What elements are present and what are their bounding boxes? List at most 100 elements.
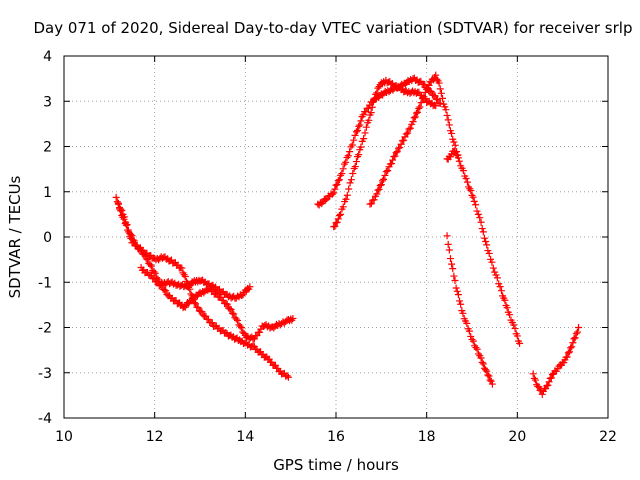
data-point-marker xyxy=(531,376,539,384)
data-point-marker xyxy=(443,111,451,119)
data-point-marker xyxy=(410,114,418,122)
data-point-marker xyxy=(373,190,381,198)
data-point-marker xyxy=(474,350,482,358)
data-point-marker xyxy=(474,210,482,218)
data-point-marker xyxy=(472,201,480,209)
y-tick-label: 3 xyxy=(43,94,52,110)
data-point-marker xyxy=(384,167,392,175)
data-point-marker xyxy=(483,367,491,375)
data-point-marker xyxy=(391,152,399,160)
data-point-marker xyxy=(331,222,339,230)
data-point-marker xyxy=(178,264,186,272)
data-point-marker xyxy=(339,165,347,173)
y-tick-label: 1 xyxy=(43,185,52,201)
data-point-marker xyxy=(191,300,199,308)
data-point-marker xyxy=(342,158,350,166)
data-point-marker xyxy=(463,319,471,327)
data-point-marker xyxy=(568,343,576,351)
data-point-marker xyxy=(389,156,397,164)
data-point-marker xyxy=(227,305,235,313)
data-point-marker xyxy=(142,255,150,263)
x-tick-label: 10 xyxy=(55,429,73,445)
data-point-marker xyxy=(396,144,404,152)
data-point-marker xyxy=(431,92,439,100)
data-point-marker xyxy=(331,185,339,193)
data-point-marker xyxy=(283,372,291,380)
data-point-marker xyxy=(352,158,360,166)
series-arc3 xyxy=(137,263,254,302)
data-point-marker xyxy=(453,287,461,295)
data-point-marker xyxy=(223,300,231,308)
data-point-marker xyxy=(356,121,364,129)
data-point-marker xyxy=(570,335,578,343)
y-tick-label: -1 xyxy=(38,275,52,291)
data-point-marker xyxy=(351,163,359,171)
y-tick-label: -2 xyxy=(38,321,52,337)
data-point-marker xyxy=(411,113,419,121)
data-point-marker xyxy=(467,332,475,340)
data-point-marker xyxy=(419,94,427,102)
data-point-marker xyxy=(446,255,454,263)
data-point-marker xyxy=(513,332,521,340)
axis-ticks xyxy=(63,55,609,419)
data-point-marker xyxy=(222,300,230,308)
data-point-marker xyxy=(121,219,129,227)
data-point-marker xyxy=(479,228,487,236)
data-point-marker xyxy=(256,328,264,336)
data-point-marker xyxy=(284,373,292,381)
data-point-marker xyxy=(151,269,159,277)
data-point-marker xyxy=(376,181,384,189)
data-point-marker xyxy=(378,177,386,185)
data-point-marker xyxy=(465,327,473,335)
data-point-marker xyxy=(347,143,355,151)
data-point-marker xyxy=(421,89,429,97)
data-points xyxy=(112,71,583,398)
x-tick-label: 12 xyxy=(146,429,164,445)
data-point-marker xyxy=(367,200,375,208)
x-tick-label: 20 xyxy=(508,429,526,445)
data-point-marker xyxy=(380,175,388,183)
data-point-marker xyxy=(480,234,488,242)
series-arc9 xyxy=(529,324,583,398)
data-point-marker xyxy=(463,178,471,186)
data-point-marker xyxy=(146,261,154,269)
data-point-marker xyxy=(249,342,257,350)
chart-title: Day 071 of 2020, Sidereal Day-to-day VTE… xyxy=(34,19,633,37)
data-point-marker xyxy=(484,371,492,379)
data-point-marker xyxy=(473,207,481,215)
data-point-marker xyxy=(360,135,368,143)
data-point-marker xyxy=(414,108,422,116)
data-point-marker xyxy=(362,123,370,131)
data-point-marker xyxy=(346,179,354,187)
data-point-marker xyxy=(415,104,423,112)
data-point-marker xyxy=(343,191,351,199)
y-tick-label: -3 xyxy=(38,366,52,382)
data-point-marker xyxy=(437,89,445,97)
data-point-marker xyxy=(529,370,537,378)
data-point-marker xyxy=(488,258,496,266)
data-point-marker xyxy=(467,187,475,195)
data-point-marker xyxy=(198,308,206,316)
x-tick-label: 22 xyxy=(599,429,617,445)
data-point-marker xyxy=(493,274,501,282)
data-point-marker xyxy=(442,106,450,114)
data-point-marker xyxy=(236,322,244,330)
data-point-marker xyxy=(563,353,571,361)
data-point-marker xyxy=(455,157,463,165)
data-point-marker xyxy=(448,129,456,137)
series-arc1 xyxy=(112,193,292,381)
data-point-marker xyxy=(361,129,369,137)
data-point-marker xyxy=(372,90,380,98)
data-point-marker xyxy=(334,215,342,223)
data-point-marker xyxy=(450,138,458,146)
data-point-marker xyxy=(350,136,358,144)
data-point-marker xyxy=(114,200,122,208)
data-point-marker xyxy=(466,185,474,193)
data-point-marker xyxy=(349,170,357,178)
data-point-marker xyxy=(112,193,120,201)
data-point-marker xyxy=(451,141,459,149)
data-point-marker xyxy=(506,311,514,319)
data-point-marker xyxy=(469,337,477,345)
data-point-marker xyxy=(516,339,524,347)
data-point-marker xyxy=(377,181,385,189)
